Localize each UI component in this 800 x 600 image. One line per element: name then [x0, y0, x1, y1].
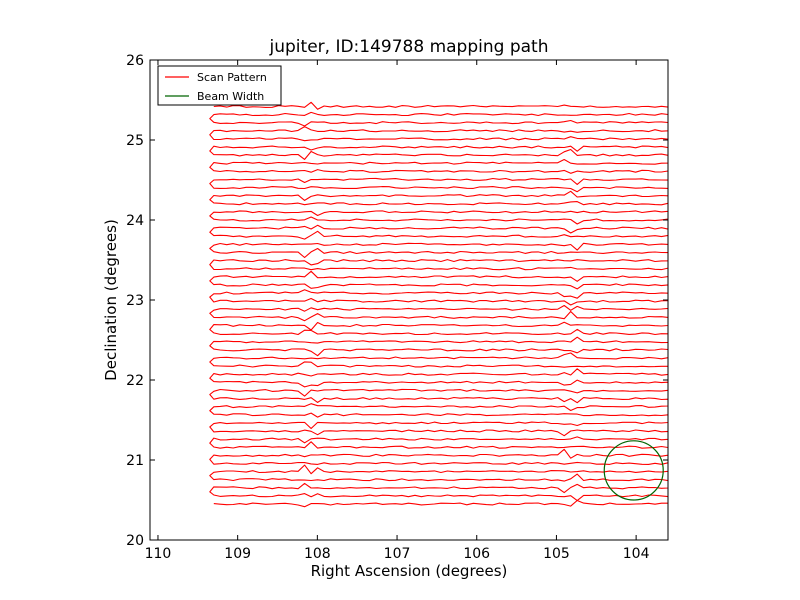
y-tick-label: 22	[126, 373, 144, 389]
legend-label-beam-width: Beam Width	[197, 90, 264, 103]
series-layer	[209, 101, 668, 508]
x-axis-ticks: 110 109 108 107 106 105 104	[145, 60, 650, 562]
x-tick-label: 108	[304, 546, 331, 562]
scan-pattern-line	[209, 101, 668, 508]
y-tick-label: 21	[126, 453, 144, 469]
plot-background	[150, 60, 668, 540]
y-tick-label: 25	[126, 133, 144, 149]
legend-label-scan-pattern: Scan Pattern	[197, 71, 267, 84]
chart-title: jupiter, ID:149788 mapping path	[269, 37, 549, 57]
x-tick-label: 109	[224, 546, 251, 562]
legend: Scan Pattern Beam Width	[157, 65, 282, 106]
x-tick-label: 107	[384, 546, 411, 562]
y-tick-label: 26	[126, 53, 144, 69]
beam-width-circle	[603, 440, 664, 501]
y-tick-label: 24	[126, 213, 144, 229]
y-axis-ticks: 20 21 22 23 24 25 26	[126, 53, 668, 549]
x-tick-label: 106	[463, 546, 490, 562]
y-axis-label: Declination (degrees)	[102, 219, 120, 381]
plot-area	[149, 59, 669, 541]
x-tick-label: 110	[145, 546, 172, 562]
x-tick-label: 105	[543, 546, 570, 562]
y-tick-label: 23	[126, 293, 144, 309]
x-tick-label: 104	[623, 546, 650, 562]
y-tick-label: 20	[126, 533, 144, 549]
x-axis-label: Right Ascension (degrees)	[311, 562, 508, 580]
legend-box	[157, 65, 282, 106]
